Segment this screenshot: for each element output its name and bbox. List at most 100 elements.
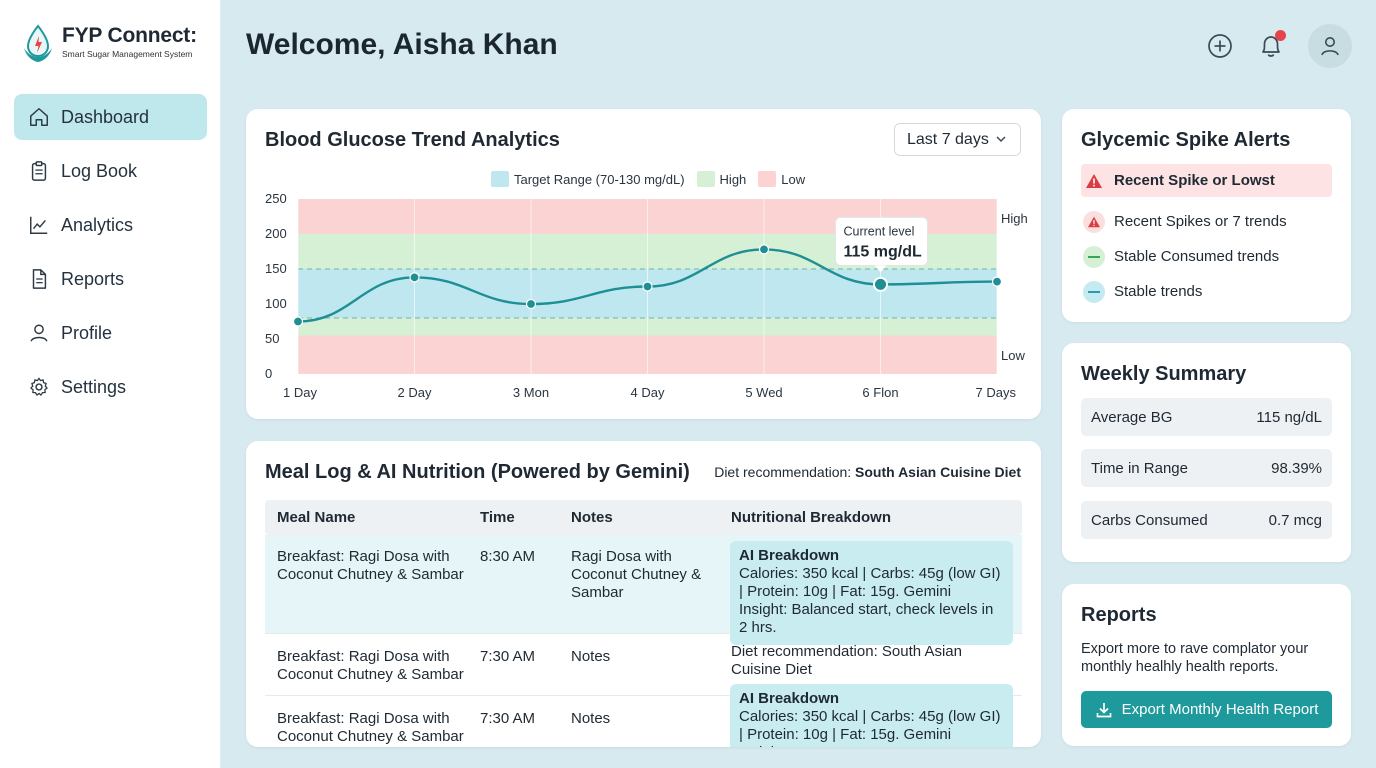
legend-label-low: Low — [781, 171, 806, 187]
spike-alerts-card: Glycemic Spike Alerts Recent Spike or Lo… — [1062, 109, 1351, 322]
table-header: Meal Name Time Notes Nutritional Breakdo… — [265, 500, 1022, 535]
warning-icon — [1083, 210, 1105, 233]
meal-name: Breakfast: Ragi Dosa with Coconut Chutne… — [277, 548, 464, 583]
y-tick-label: 200 — [265, 226, 287, 241]
summary-title: Weekly Summary — [1081, 363, 1247, 385]
notification-dot — [1275, 30, 1286, 41]
green-dash-icon — [1083, 245, 1105, 268]
y-tick-label: 250 — [265, 191, 287, 206]
reports-description: Export more to rave complator your month… — [1081, 641, 1309, 675]
ai-breakdown-box: AI Breakdown Calories: 350 kcal | Carbs:… — [730, 684, 1013, 747]
legend-item-low: Low — [758, 171, 805, 187]
alert-item[interactable]: Recent Spike or Lowst — [1081, 164, 1332, 197]
add-button[interactable] — [1206, 32, 1234, 60]
sidebar-item-label: Dashboard — [61, 106, 150, 127]
chevron-down-icon — [996, 136, 1006, 143]
app-logo[interactable]: FYP Connect: Smart Sugar Management Syst… — [22, 24, 197, 64]
export-report-button[interactable]: Export Monthly Health Report — [1081, 691, 1332, 728]
highlighted-data-point — [873, 276, 888, 292]
alert-label: Recent Spike or Lowst — [1114, 172, 1275, 189]
drop-heart-logo-icon — [24, 24, 52, 62]
export-button-label: Export Monthly Health Report — [1121, 701, 1319, 718]
summary-value: 0.7 mcg — [1268, 511, 1322, 529]
sidebar-item-profile[interactable]: Profile — [14, 310, 207, 356]
meal-time: 7:30 AM — [480, 648, 536, 665]
summary-value: 98.39% — [1271, 459, 1322, 477]
alert-label: Recent Spikes or 7 trends — [1114, 213, 1287, 230]
sidebar-item-label: Settings — [61, 376, 127, 397]
tooltip-pointer — [874, 265, 887, 273]
avatar[interactable] — [1308, 24, 1352, 68]
ai-breakdown-text: Calories: 350 kcal | Carbs: 45g (low GI)… — [739, 708, 1001, 747]
home-icon — [30, 108, 48, 126]
legend-item-high: High — [696, 171, 747, 187]
summary-label: Time in Range — [1091, 459, 1188, 477]
meal-breakdown: Diet recommendation: South Asian Cuisine… — [731, 643, 962, 678]
meal-time: 8:30 AM — [480, 548, 536, 565]
band-label-high: High — [1001, 211, 1028, 226]
warning-icon — [1083, 170, 1105, 192]
x-tick-label: 1 Day — [283, 385, 317, 400]
data-point — [525, 298, 537, 310]
summary-label: Average BG — [1091, 408, 1173, 426]
data-point — [758, 244, 770, 255]
band-label-low: Low — [1001, 348, 1025, 363]
bell-icon — [1262, 36, 1280, 57]
chart-title: Blood Glucose Trend Analytics — [265, 129, 560, 151]
app-title: FYP Connect: — [62, 24, 197, 47]
sidebar-item-label: Profile — [61, 322, 113, 343]
clipboard-icon — [31, 161, 47, 181]
sidebar-item-label: Analytics — [61, 214, 134, 235]
reports-title: Reports — [1081, 604, 1157, 626]
weekly-summary-card: Weekly Summary Average BG 115 ng/dL Time… — [1062, 343, 1351, 562]
data-point — [409, 272, 420, 283]
notifications-button[interactable] — [1256, 30, 1286, 62]
meal-log-title: Meal Log & AI Nutrition (Powered by Gemi… — [265, 461, 690, 483]
sidebar-item-label: Log Book — [61, 160, 138, 181]
summary-value: 115 ng/dL — [1256, 408, 1322, 426]
meal-notes: Ragi Dosa with Coconut Chutney & Sambar — [571, 548, 702, 601]
gear-icon — [30, 377, 48, 396]
avatar-icon — [1321, 37, 1339, 56]
sidebar-item-settings[interactable]: Settings — [14, 364, 207, 410]
y-tick-label: 100 — [265, 296, 287, 311]
summary-row: Average BG 115 ng/dL — [1081, 398, 1332, 436]
legend-label-high: High — [719, 171, 747, 187]
sidebar: FYP Connect: Smart Sugar Management Syst… — [0, 0, 221, 768]
sidebar-item-analytics[interactable]: Analytics — [14, 202, 207, 248]
teal-dash-icon — [1083, 280, 1105, 303]
x-tick-label: 7 Days — [976, 385, 1017, 400]
chart-legend: Target Range (70-130 mg/dL) High Low — [491, 171, 817, 187]
sidebar-item-dashboard[interactable]: Dashboard — [14, 94, 207, 140]
page-title: Welcome, Aisha Khan — [246, 28, 558, 61]
reports-card: Reports Export more to rave complator yo… — [1062, 584, 1351, 746]
data-point — [642, 281, 653, 292]
date-range-select[interactable]: Last 7 days — [894, 123, 1021, 156]
x-tick-label: 2 Day — [398, 385, 432, 400]
download-icon — [1096, 702, 1111, 717]
table-row[interactable]: Breakfast: Ragi Dosa with Coconut Chutne… — [265, 535, 1022, 645]
tooltip-title: Current level — [844, 224, 915, 238]
glucose-trend-card: 0 50 100 150 200 250 1 Day 2 Day 3 Mon 4 Day 5 Wed… — [246, 109, 1041, 419]
table-row[interactable]: Breakfast: Ragi Dosa with Coconut Chutne… — [265, 634, 1022, 696]
column-header-time: Time — [480, 509, 515, 526]
sidebar-item-reports[interactable]: Reports — [14, 256, 207, 302]
plus-circle-icon — [1208, 34, 1232, 58]
alert-item[interactable]: Stable trends — [1081, 275, 1332, 308]
y-tick-label: 0 — [265, 366, 272, 381]
summary-label: Carbs Consumed — [1091, 511, 1208, 529]
legend-swatch-target — [491, 171, 509, 187]
alert-label: Stable Consumed trends — [1114, 248, 1280, 265]
diet-recommendation: Diet recommendation: South Asian Cuisine… — [714, 464, 1021, 480]
ai-breakdown-text: Calories: 350 kcal | Carbs: 45g (low GI)… — [739, 565, 1001, 636]
x-tick-label: 3 Mon — [513, 385, 549, 400]
tooltip-value: 115 mg/dL — [844, 243, 922, 260]
table-row[interactable]: Breakfast: Ragi Dosa with Coconut Chutne… — [265, 684, 1022, 747]
user-icon — [30, 324, 48, 342]
summary-row: Time in Range 98.39% — [1081, 449, 1332, 487]
column-header-breakdown: Nutritional Breakdown — [731, 509, 892, 526]
sidebar-item-log-book[interactable]: Log Book — [14, 148, 207, 194]
alert-item[interactable]: Stable Consumed trends — [1081, 240, 1332, 273]
alert-item[interactable]: Recent Spikes or 7 trends — [1081, 205, 1332, 238]
document-icon — [32, 269, 47, 289]
